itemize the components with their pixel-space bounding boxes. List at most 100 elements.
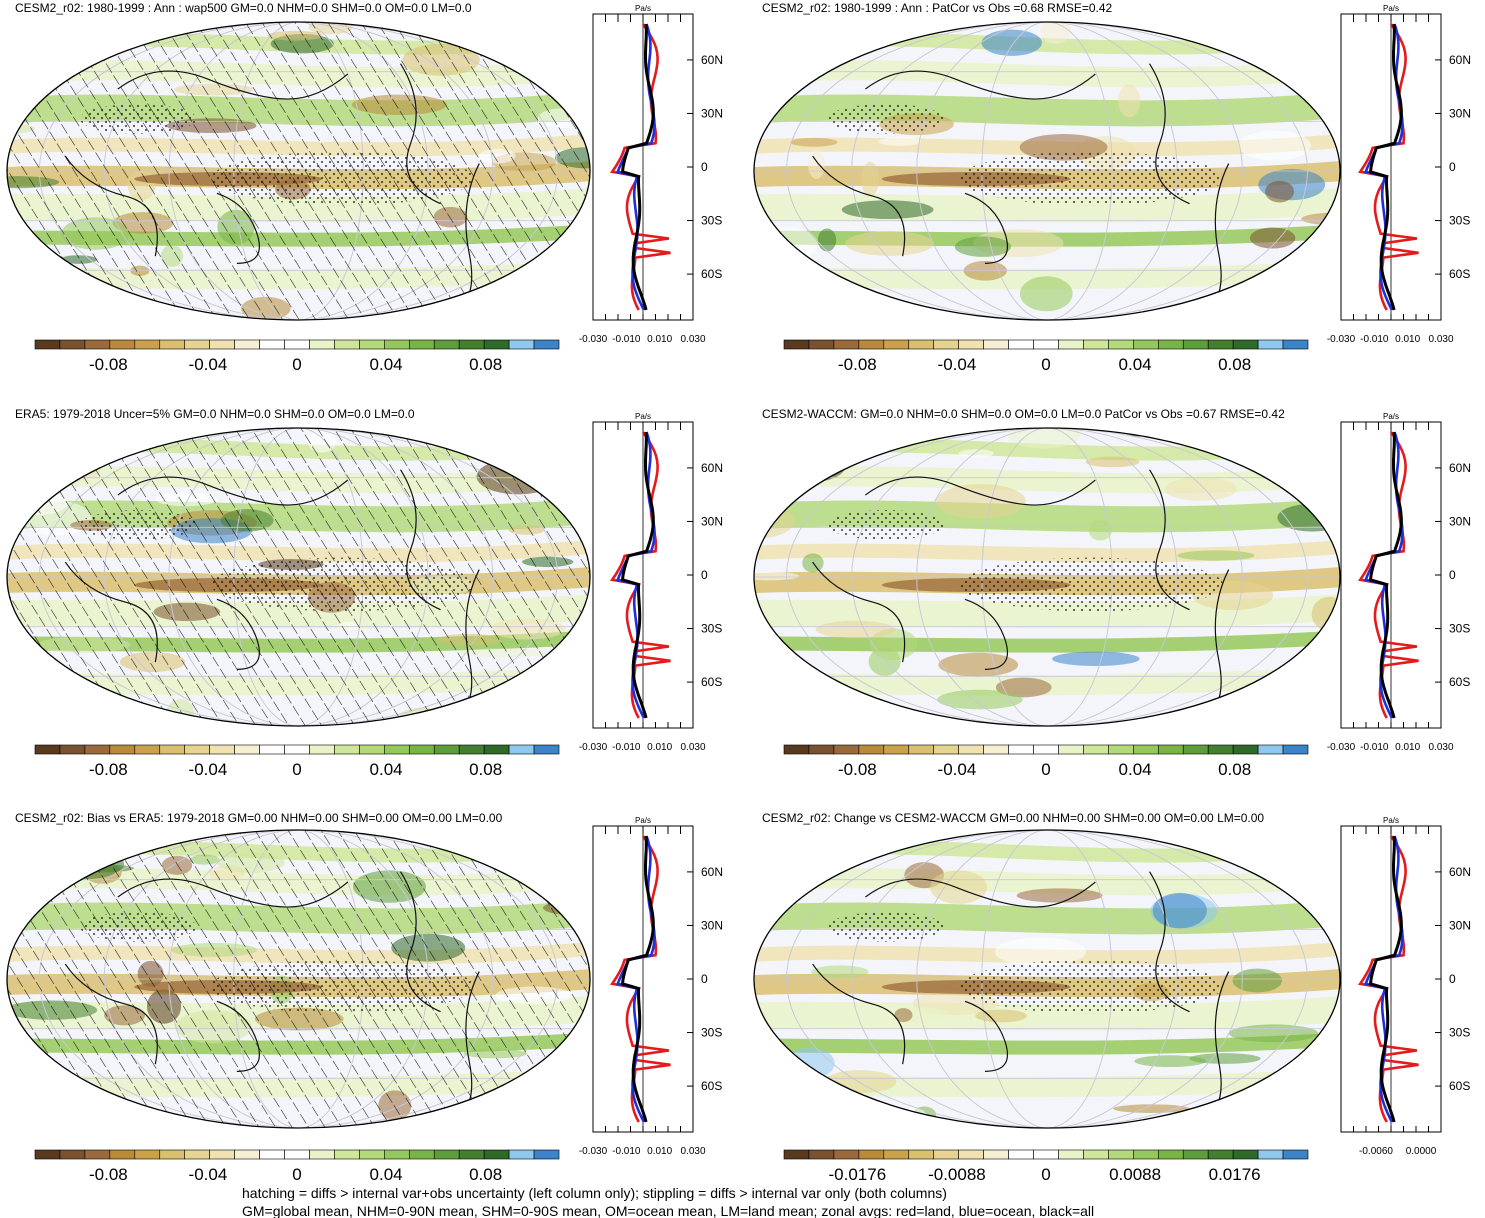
colorbar-swatch	[259, 744, 285, 755]
colorbar-swatch	[983, 339, 1009, 350]
colorbar-swatch	[134, 1149, 161, 1160]
colorbar-swatch	[458, 339, 485, 350]
panel-title: ERA5: 1979-2018 Uncer=5% GM=0.0 NHM=0.0 …	[15, 407, 415, 421]
zonal-lat-label: 30N	[701, 918, 723, 932]
zonal-lat-label: 30S	[1449, 1026, 1470, 1040]
colorbar-swatch	[1033, 744, 1059, 755]
colorbar-swatch	[858, 744, 885, 755]
colorbar-swatch	[933, 744, 959, 755]
zonal-lat-label: 30S	[701, 1026, 722, 1040]
colorbar-swatch	[1008, 1149, 1034, 1160]
colorbar-swatch	[933, 1149, 959, 1160]
zonal-mean-plot: Pa/s 60N 30N 0 30S 60S -0.0060 0.0000	[1340, 816, 1471, 1157]
zonal-xtick-label: -0.030	[579, 1146, 608, 1157]
colorbar-swatch	[1008, 744, 1034, 755]
colorbar-swatch	[1232, 744, 1259, 755]
panel-p2: CESM2_r02: 1980-1999 : Ann : PatCor vs O…	[753, 1, 1471, 374]
colorbar-swatch	[433, 339, 460, 350]
colorbar-label: 0.04	[370, 355, 403, 374]
zonal-mean-plot: Pa/s 60N 30N 0 30S 60S -0.030 -0.010 0.010 0.030	[579, 412, 723, 753]
colorbar-swatch	[1133, 1149, 1159, 1160]
zonal-lat-label: 30N	[701, 514, 723, 528]
colorbar-swatch	[284, 1149, 310, 1160]
zonal-lat-label: 30S	[701, 622, 722, 636]
colorbar-swatch	[359, 339, 385, 350]
panel-title: CESM2_r02: Bias vs ERA5: 1979-2018 GM=0.…	[15, 811, 503, 825]
land-line	[610, 23, 671, 311]
map-outline	[753, 427, 1341, 727]
zonal-xtick-label: -0.010	[612, 334, 641, 345]
colorbar-swatch	[1207, 339, 1234, 350]
zonal-xtick-label: 0.010	[647, 1146, 672, 1157]
colorbar-swatch	[908, 1149, 935, 1160]
colorbar-swatch	[1207, 744, 1234, 755]
colorbar-swatch	[184, 744, 210, 755]
map-area	[754, 830, 1340, 1128]
colorbar-label: 0.04	[370, 1165, 403, 1184]
colorbar-swatch	[833, 744, 860, 755]
footer-line-2: GM=global mean, NHM=0-90N mean, SHM=0-90…	[242, 1203, 1094, 1218]
colorbar-swatch	[184, 1149, 210, 1160]
zonal-units: Pa/s	[1383, 412, 1399, 421]
colorbar-swatch	[1058, 1149, 1084, 1160]
colorbar-label: 0	[292, 1165, 301, 1184]
zonal-lat-label: 0	[1449, 568, 1456, 582]
zonal-lat-label: 30S	[701, 214, 722, 228]
colorbar-swatch	[1157, 339, 1184, 350]
colorbar-swatch	[533, 1149, 560, 1160]
colorbar-swatch	[84, 1149, 111, 1160]
colorbar-swatch	[1257, 744, 1284, 755]
colorbar-swatch	[958, 744, 984, 755]
colorbar-swatch	[359, 744, 385, 755]
colorbar-swatch	[1182, 339, 1209, 350]
panel-p4: CESM2-WACCM: GM=0.0 NHM=0.0 SHM=0.0 OM=0…	[753, 407, 1471, 779]
all-line	[1368, 23, 1403, 311]
colorbar-label: 0	[1041, 1165, 1050, 1184]
colorbar-swatch	[134, 339, 161, 350]
colorbar-label: -0.08	[838, 355, 877, 374]
zonal-xtick-label: 0.010	[1395, 334, 1420, 345]
zonal-xtick-label: -0.010	[1360, 334, 1389, 345]
colorbar-label: 0.0088	[1109, 1165, 1161, 1184]
zonal-units: Pa/s	[1383, 816, 1399, 825]
colorbar-swatch	[1232, 1149, 1259, 1160]
colorbar-swatch	[34, 744, 61, 755]
colorbar-swatch	[433, 1149, 460, 1160]
colorbar-swatch	[408, 744, 435, 755]
zonal-xtick-label: 0.030	[680, 1146, 705, 1157]
colorbar-swatch	[34, 339, 61, 350]
colorbar-swatch	[908, 744, 935, 755]
colorbar-swatch	[309, 339, 335, 350]
zonal-lat-label: 0	[701, 972, 708, 986]
colorbar-swatch	[483, 1149, 510, 1160]
zonal-lat-label: 60N	[701, 53, 723, 67]
zonal-lat-label: 60S	[701, 1079, 722, 1093]
colorbar-label: -0.04	[938, 760, 977, 779]
panel-title: CESM2_r02: 1980-1999 : Ann : wap500 GM=0…	[15, 1, 472, 15]
zonal-lat-label: 30N	[1449, 514, 1471, 528]
colorbar-label: -0.0176	[829, 1165, 887, 1184]
colorbar-swatch	[483, 744, 510, 755]
colorbar-swatch	[958, 339, 984, 350]
zonal-xtick-label: 0.030	[1428, 334, 1453, 345]
colorbar-swatch	[433, 744, 460, 755]
colorbar-swatch	[334, 339, 360, 350]
colorbar-swatch	[309, 1149, 335, 1160]
zonal-xtick-label: 0.0000	[1406, 1146, 1437, 1157]
colorbar-swatch	[858, 339, 885, 350]
zonal-xtick-label: -0.030	[579, 742, 608, 753]
colorbar-label: -0.08	[89, 760, 128, 779]
colorbar-swatch	[109, 339, 136, 350]
colorbar-swatch	[384, 339, 410, 350]
colorbar-label: -0.08	[838, 760, 877, 779]
colorbar-swatch	[833, 1149, 860, 1160]
zonal-lat-label: 30N	[1449, 106, 1471, 120]
colorbar-label: 0	[292, 355, 301, 374]
colorbar-swatch	[1108, 744, 1134, 755]
colorbar-swatch	[958, 1149, 984, 1160]
colorbar-swatch	[159, 339, 186, 350]
zonal-units: Pa/s	[635, 816, 651, 825]
colorbar-label: -0.04	[189, 760, 228, 779]
panel-p5: CESM2_r02: Bias vs ERA5: 1979-2018 GM=0.…	[6, 811, 723, 1184]
